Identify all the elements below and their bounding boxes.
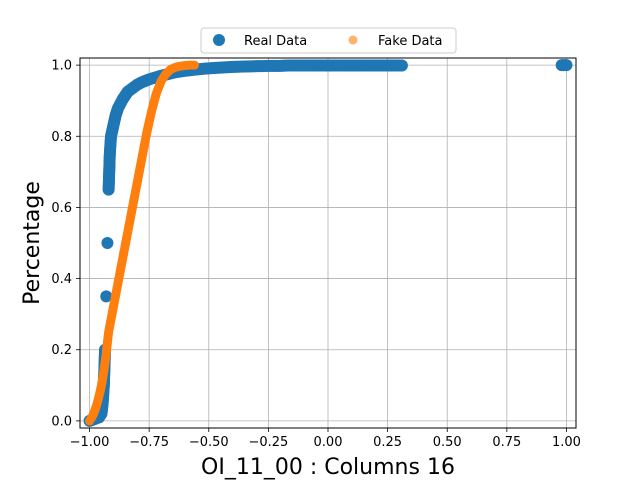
- data-point: [395, 59, 408, 72]
- y-tick-label: 0.2: [51, 343, 72, 358]
- y-tick-label: 0.4: [51, 272, 72, 287]
- legend: Real Data Fake Data: [200, 27, 457, 54]
- y-tick-label: 0.8: [51, 130, 72, 145]
- grid: [80, 58, 576, 428]
- data-point: [101, 237, 114, 249]
- x-tick-label: 1.00: [552, 435, 581, 450]
- ticks: −1.00 −0.75 −0.50 −0.25 0.00 0.25 0.50 0.75 1.00…: [51, 59, 581, 450]
- x-tick-label: 0.50: [433, 435, 462, 450]
- legend-marker-real-data: [213, 34, 225, 46]
- y-tick-label: 0.6: [51, 201, 72, 216]
- y-tick-label: 1.0: [51, 59, 72, 74]
- y-tick-label: 0.0: [51, 414, 72, 429]
- x-tick-label: −1.00: [70, 435, 110, 450]
- x-tick-label: 0.00: [314, 435, 343, 450]
- data-point: [189, 60, 199, 70]
- x-tick-label: −0.75: [129, 435, 169, 450]
- data-point: [560, 59, 573, 72]
- series-layer: [83, 59, 573, 427]
- data-point: [100, 290, 113, 303]
- x-tick-label: 0.25: [373, 435, 402, 450]
- x-tick-label: −0.25: [248, 435, 288, 450]
- legend-label-real-data: Real Data: [244, 34, 307, 49]
- x-tick-label: 0.75: [492, 435, 521, 450]
- legend-label-fake-data: Fake Data: [378, 34, 443, 49]
- y-axis-label: Percentage: [20, 181, 45, 305]
- legend-box: [200, 27, 457, 54]
- legend-marker-fake-data: [348, 35, 358, 45]
- x-tick-label: −0.50: [189, 435, 229, 450]
- x-axis-label: OI_11_00 : Columns 16: [201, 455, 455, 480]
- series-fake-data: [85, 60, 199, 426]
